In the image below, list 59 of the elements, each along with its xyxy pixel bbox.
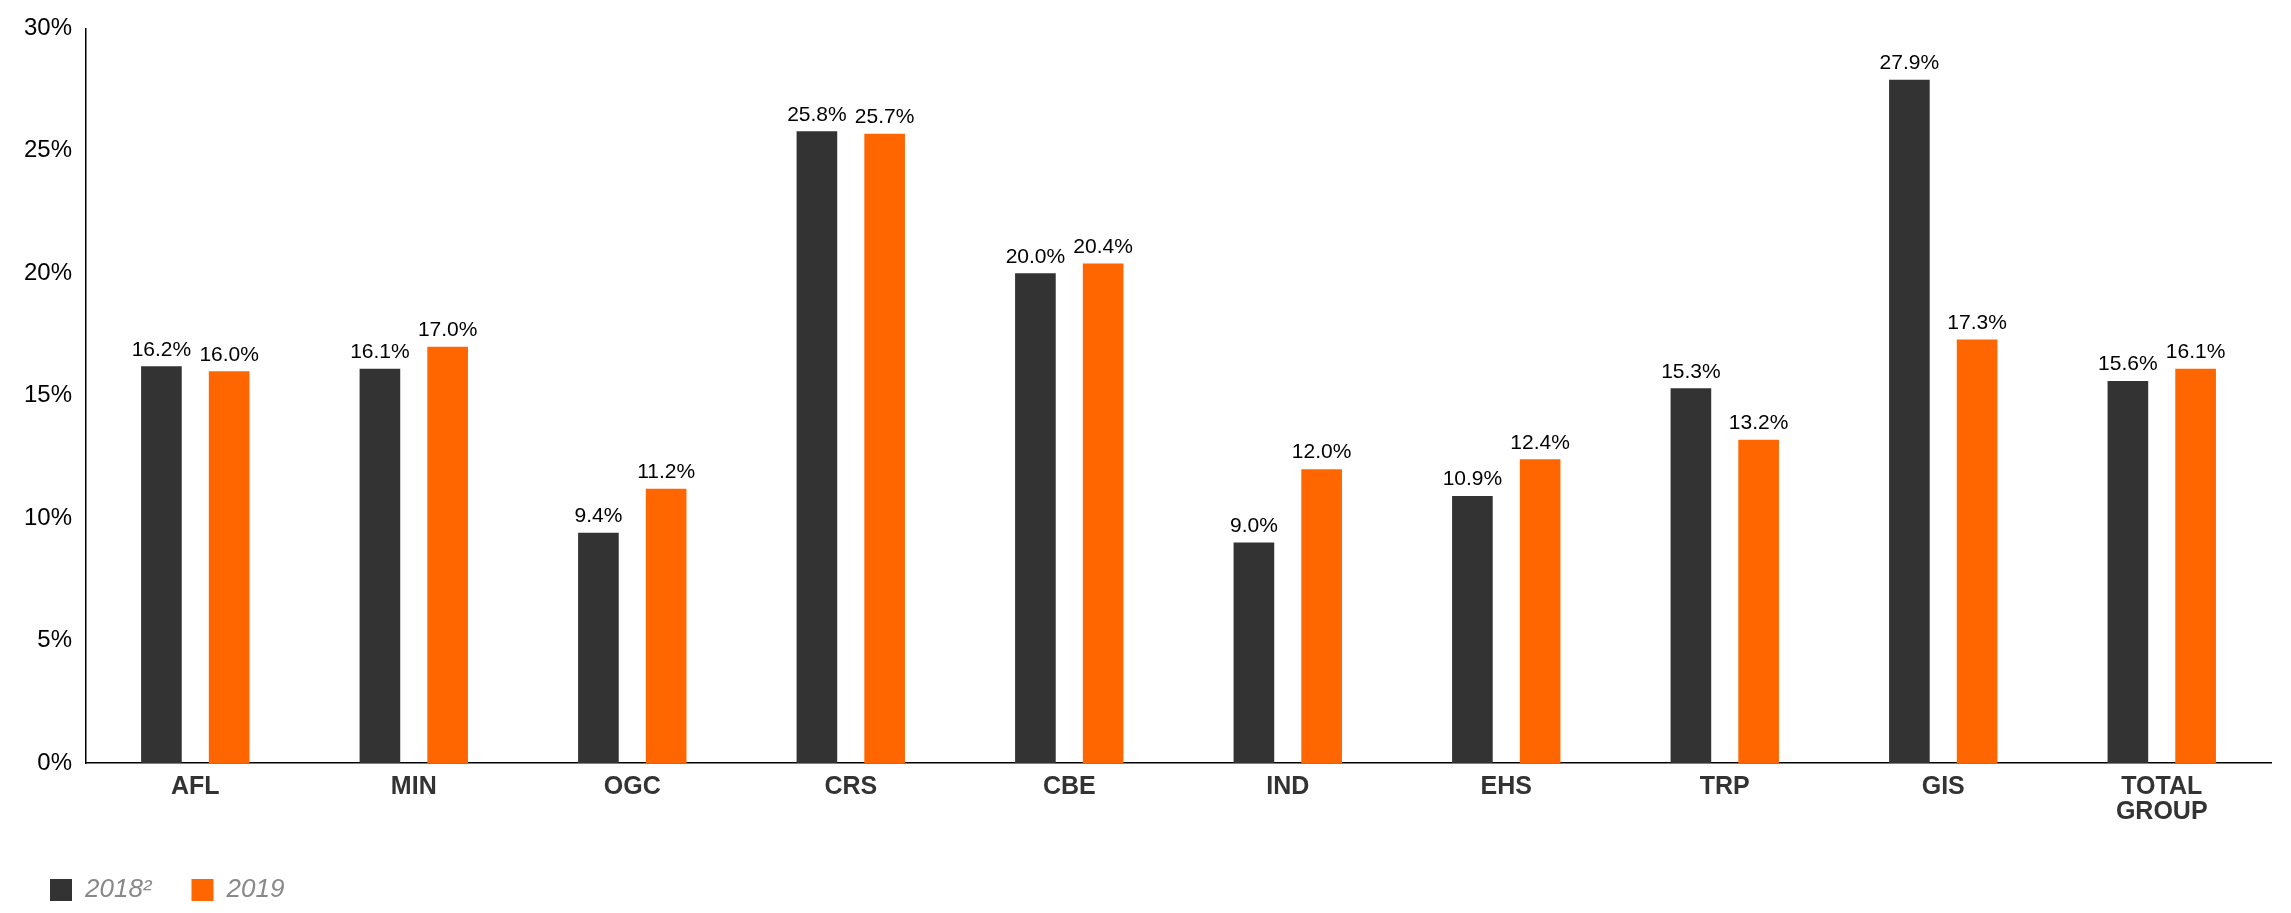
data-label: 12.0% [1291,439,1352,463]
x-tick-label: TOTAL GROUP [2115,771,2208,825]
x-tick-label: TRP [1699,771,1750,800]
bar [208,371,250,763]
data-label: 13.2% [1728,410,1789,434]
bar [578,532,619,763]
data-label: 9.0% [1229,512,1278,536]
data-label: 12.4% [1510,429,1570,453]
data-label: 25.8% [787,101,847,125]
bar [359,368,401,763]
x-tick-label: GIS [1921,771,1965,800]
data-label: 9.4% [574,503,623,527]
legend-label: 2018² [84,873,153,904]
bar [796,131,838,763]
bar [1519,459,1561,763]
data-label: 20.0% [1005,243,1066,267]
bar [1452,496,1493,763]
bar [864,133,905,763]
x-tick-label: CRS [824,771,878,800]
bar [2175,368,2216,763]
data-label: 15.6% [2098,351,2158,375]
data-label: 17.0% [417,317,478,341]
y-tick-label: 10% [23,502,73,530]
data-label: 15.3% [1661,358,1721,382]
data-label: 16.2% [131,336,192,360]
y-tick-label: 5% [37,625,73,653]
data-label: 27.9% [1879,50,1940,74]
data-label: 16.1% [350,339,410,363]
x-tick-label: CBE [1042,771,1096,800]
data-label: 16.1% [2165,339,2226,363]
bar [427,346,468,763]
y-tick-label: 15% [23,380,73,408]
bar [141,366,182,763]
data-label: 20.4% [1073,233,1133,257]
bar [1233,542,1275,763]
y-tick-label: 20% [23,257,73,285]
bar [1670,388,1712,763]
data-label: 17.3% [1947,309,2007,333]
x-tick-label: OGC [603,771,661,800]
data-label: 11.2% [637,459,696,483]
y-tick-label: 25% [23,135,73,163]
bar [1889,79,1930,763]
data-label: 10.9% [1442,466,1503,490]
bar [1956,339,1998,763]
data-label: 16.0% [199,341,259,365]
y-tick-label: 0% [37,747,73,775]
x-tick-label: EHS [1480,771,1532,800]
bar [1082,263,1124,763]
bar [645,488,687,763]
y-tick-label: 30% [23,13,73,41]
data-label: 25.7% [854,103,915,127]
bar [1015,273,1056,763]
x-tick-label: IND [1266,771,1310,800]
bar [2107,381,2149,763]
bar [1301,469,1342,763]
bar [1738,439,1779,763]
x-tick-label: MIN [390,771,437,800]
x-tick-label: AFL [170,771,220,800]
legend-label: 2019 [225,873,285,904]
